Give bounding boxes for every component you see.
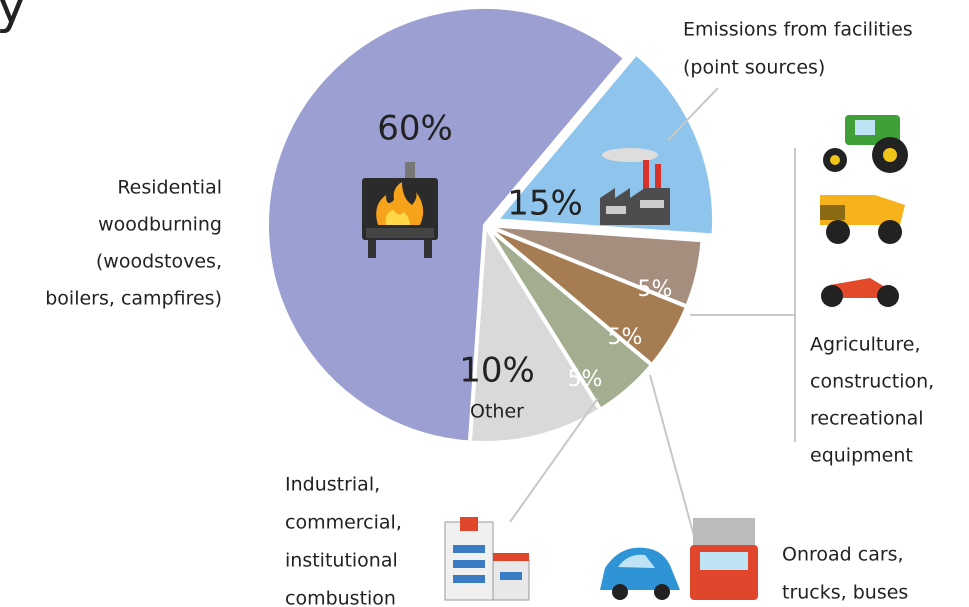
- leader-line: [650, 375, 700, 558]
- value-label: 10%: [459, 351, 535, 391]
- atv-icon: [821, 278, 899, 307]
- building-icon: [445, 517, 529, 600]
- chart-title: y: [0, 0, 27, 35]
- category-label: commercial,: [285, 512, 402, 534]
- category-label: recreational: [810, 408, 924, 430]
- category-label: combustion: [285, 588, 396, 607]
- value-label: 5%: [638, 277, 673, 302]
- category-label: Industrial,: [285, 474, 380, 496]
- category-label: Agriculture,: [810, 334, 921, 356]
- value-label: 5%: [568, 367, 603, 392]
- category-label: woodburning: [98, 214, 222, 236]
- category-label: institutional: [285, 550, 398, 572]
- value-label: 15%: [507, 184, 583, 224]
- category-label: Other: [470, 401, 524, 423]
- dump-truck-icon: [820, 195, 905, 244]
- category-label: (point sources): [683, 57, 825, 79]
- category-label: Emissions from facilities: [683, 19, 913, 41]
- category-label: (woodstoves,: [96, 251, 222, 273]
- category-label: Onroad cars,: [782, 544, 904, 566]
- value-label: 5%: [608, 325, 643, 350]
- category-label: trucks, buses: [782, 582, 908, 604]
- truck-icon: [690, 518, 758, 600]
- tractor-icon: [823, 115, 908, 173]
- car-icon: [600, 548, 680, 600]
- value-label: 60%: [377, 109, 453, 149]
- category-label: Residential: [117, 177, 222, 199]
- category-label: boilers, campfires): [45, 288, 222, 310]
- chart: y: [0, 0, 969, 607]
- category-label: equipment: [810, 445, 913, 467]
- category-label: construction,: [810, 371, 934, 393]
